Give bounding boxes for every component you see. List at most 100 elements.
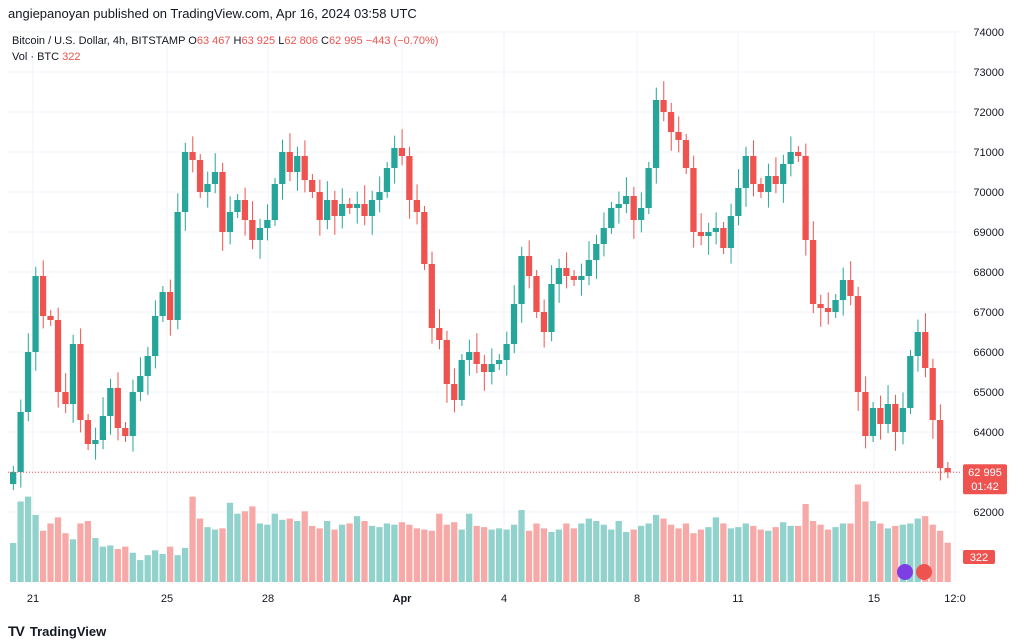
volume-bar [77, 523, 84, 582]
candle-body [256, 228, 263, 240]
volume-bar [84, 521, 92, 582]
volume-bar [428, 530, 435, 582]
volume-bar [712, 517, 720, 582]
y-tick-label: 62000 [973, 507, 1004, 519]
last-price-label: 62 995 [968, 467, 1002, 479]
candle-body [533, 276, 540, 312]
volume-bar [548, 532, 555, 582]
volume-bar [555, 529, 563, 582]
volume-bar [802, 503, 809, 582]
volume-bar [10, 542, 17, 582]
volume-bar [660, 518, 667, 582]
volume-bar [787, 525, 794, 582]
candle-body [10, 472, 17, 484]
volume-bar [705, 527, 712, 582]
volume-bar [638, 525, 645, 582]
volume-bar [645, 523, 652, 582]
volume-bar [847, 523, 854, 582]
candle-body [780, 164, 787, 184]
x-tick-label: 21 [27, 593, 39, 605]
volume-bar [615, 521, 622, 582]
volume-bar [17, 501, 24, 582]
candle-body [92, 440, 99, 444]
candle-body [630, 196, 637, 220]
volume-bar [234, 513, 241, 582]
candle-body [84, 420, 92, 444]
volume-bar [204, 527, 211, 582]
volume-bar [174, 555, 181, 582]
y-tick-label: 73000 [973, 67, 1004, 79]
candle-body [892, 404, 899, 432]
y-tick-label: 69000 [973, 227, 1004, 239]
candle-body [570, 276, 577, 280]
volume-bar [114, 549, 121, 582]
y-tick-label: 64000 [973, 427, 1004, 439]
volume-bar [167, 546, 174, 582]
candle-body [466, 352, 473, 360]
candle-body [862, 392, 869, 436]
candle-body [540, 312, 548, 332]
volume-bar [413, 528, 420, 582]
candle-body [309, 180, 316, 192]
volume-bar [189, 496, 196, 582]
volume-bar [742, 523, 749, 582]
candle-body [398, 148, 406, 156]
candle-body [473, 352, 480, 364]
volume-bar [249, 506, 256, 582]
candle-body [795, 152, 802, 156]
volume-bar [368, 525, 376, 582]
candle-body [144, 356, 151, 376]
candle-body [361, 204, 368, 216]
candle-body [750, 156, 757, 184]
volume-bar [488, 529, 495, 582]
candle-body [428, 264, 435, 328]
volume-bar [503, 529, 510, 582]
candle-body [869, 408, 877, 436]
volume-bar [107, 545, 114, 582]
volume-bar [854, 484, 862, 582]
tradingview-branding[interactable]: TV TradingView [8, 623, 106, 639]
candle-body [271, 184, 278, 220]
x-tick-label: 11 [732, 593, 743, 605]
y-tick-label: 67000 [973, 307, 1004, 319]
volume-bar [817, 524, 824, 582]
volume-bar [458, 529, 465, 582]
volume-bar [690, 533, 697, 582]
volume-bar [757, 529, 764, 582]
volume-bar [451, 522, 458, 582]
candle-body [824, 308, 832, 312]
volume-bar [99, 546, 106, 582]
candle-body [712, 228, 720, 232]
price-chart[interactable]: 6200063000640006500066000670006800069000… [0, 22, 1024, 610]
volume-bar [772, 527, 779, 582]
candle-body [346, 204, 353, 208]
event-lightning-icon[interactable] [897, 564, 913, 580]
candle-body [421, 212, 428, 264]
candle-body [107, 388, 114, 416]
y-tick-label: 68000 [973, 267, 1004, 279]
candle-body [765, 176, 772, 192]
candle-body [488, 364, 495, 372]
volume-bar [907, 523, 914, 582]
candle-body [286, 152, 293, 172]
candle-body [772, 176, 779, 184]
volume-bar [406, 524, 413, 582]
candle-body [47, 316, 54, 320]
volume-bar [122, 546, 129, 582]
volume-bar [376, 527, 383, 582]
candle-body [54, 320, 62, 392]
candle-body [937, 420, 944, 468]
candle-body [353, 204, 361, 208]
candle-body [196, 160, 204, 192]
candle-body [608, 208, 615, 228]
volume-bar [697, 529, 705, 582]
candle-body [817, 304, 824, 308]
volume-bar [869, 521, 877, 582]
event-flag-icon[interactable] [916, 564, 932, 580]
candle-body [510, 304, 518, 344]
candle-body [324, 200, 331, 220]
volume-bar [144, 555, 151, 582]
candle-body [615, 204, 622, 208]
candle-body [129, 392, 136, 436]
volume-bar [39, 530, 47, 582]
